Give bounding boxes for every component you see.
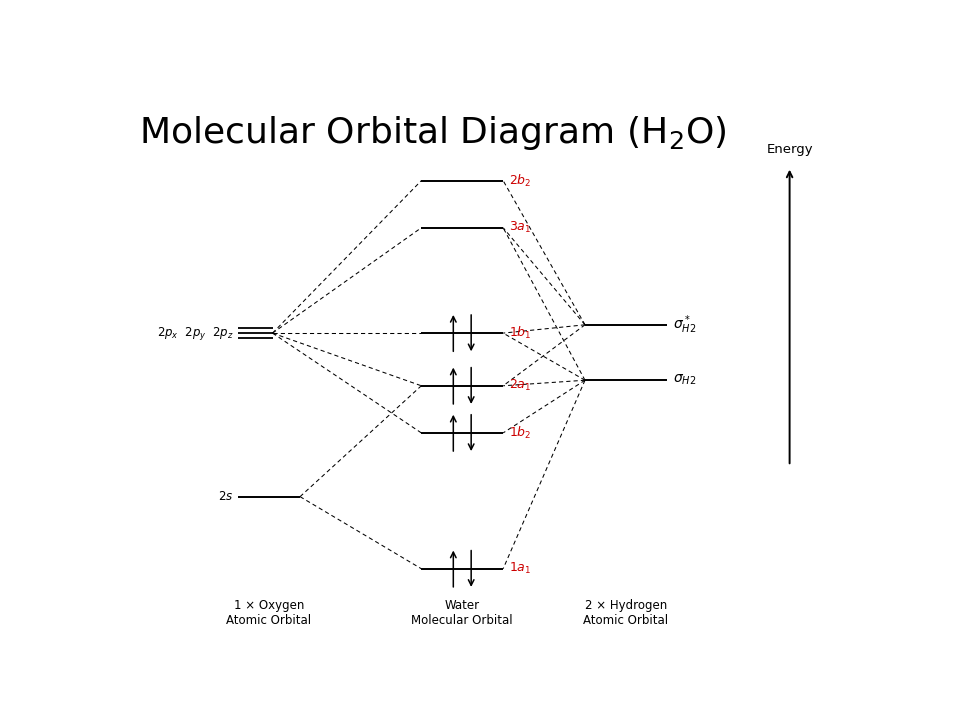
Text: $2a_1$: $2a_1$ <box>509 378 532 393</box>
Text: $1a_1$: $1a_1$ <box>509 561 532 576</box>
Text: Water
Molecular Orbital: Water Molecular Orbital <box>412 599 513 627</box>
Text: $2p_x$  $2p_y$  $2p_z$: $2p_x$ $2p_y$ $2p_z$ <box>157 325 234 341</box>
Text: 1 × Oxygen
Atomic Orbital: 1 × Oxygen Atomic Orbital <box>227 599 311 627</box>
Text: $2s$: $2s$ <box>219 490 234 503</box>
Text: $\sigma_{H2}^*$: $\sigma_{H2}^*$ <box>673 313 696 336</box>
Text: $\sigma_{H2}$: $\sigma_{H2}$ <box>673 373 696 387</box>
Text: $2b_2$: $2b_2$ <box>509 173 532 189</box>
Text: $3a_1$: $3a_1$ <box>509 220 532 235</box>
Text: $1b_2$: $1b_2$ <box>509 425 532 441</box>
Text: 2 × Hydrogen
Atomic Orbital: 2 × Hydrogen Atomic Orbital <box>584 599 668 627</box>
Text: $1b_1$: $1b_1$ <box>509 325 532 341</box>
Text: Energy: Energy <box>766 143 813 156</box>
Text: Molecular Orbital Diagram (H$_2$O): Molecular Orbital Diagram (H$_2$O) <box>139 114 726 152</box>
